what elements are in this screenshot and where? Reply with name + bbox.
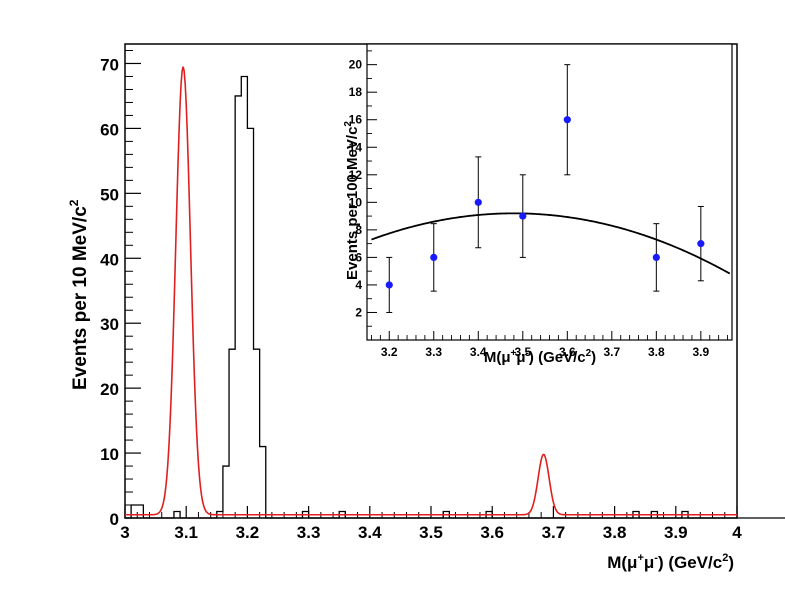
main-x-tick-label: 3.5: [419, 523, 443, 542]
inset-y-tick-label: 18: [349, 85, 363, 99]
inset-y-tick-label: 4: [355, 278, 362, 292]
main-y-tick-label: 10: [100, 445, 119, 464]
inset-x-ticks: 3.2 3.3 3.4 3.5 3.6 3.7 3.8 3.9: [371, 331, 728, 359]
main-y-axis-title: Events per 10 MeV/c2: [67, 199, 91, 390]
inset-data-point: [519, 212, 527, 220]
inset-x-tick-label: 3.5: [514, 345, 531, 359]
main-x-tick-label: 3: [120, 523, 129, 542]
main-y-tick-label: 0: [110, 510, 119, 529]
main-fit-curve: [125, 66, 737, 516]
main-y-tick-label: 60: [100, 120, 119, 139]
main-y-tick-label: 30: [100, 315, 119, 334]
inset-y-tick-label: 20: [349, 58, 363, 72]
inset-data-point: [652, 253, 660, 261]
main-x-tick-label: 3.1: [174, 523, 198, 542]
inset-y-tick-label: 8: [355, 223, 362, 237]
inset-x-tick-label: 3.2: [381, 345, 398, 359]
inset-x-tick-label: 3.3: [425, 345, 442, 359]
inset-data-point: [563, 116, 571, 124]
main-x-tick-label: 3.3: [297, 523, 321, 542]
inset-y-ticks: 2 4 6 8 10 12 14 16 18 20: [349, 50, 377, 327]
inset-y-tick-label: 14: [349, 140, 363, 154]
main-y-ticks: 0 10 20 30 40 50 60 70: [100, 49, 141, 529]
inset-y-tick-label: 6: [355, 250, 362, 264]
main-y-tick-label: 50: [100, 185, 119, 204]
inset-x-tick-label: 3.6: [559, 345, 576, 359]
inset-data-points: [385, 64, 705, 313]
inset-y-tick-label: 2: [355, 305, 362, 319]
main-plot: 3 3.1 3.2 3.3 3.4 3.5 3.6 3.7 3.8 3.9 4 0 10 20 30 40 5…: [67, 43, 785, 572]
main-x-tick-label: 4: [732, 523, 742, 542]
inset-data-point: [697, 240, 705, 248]
inset-y-tick-label: 12: [349, 168, 363, 182]
main-x-ticks: 3 3.1 3.2 3.3 3.4 3.5 3.6 3.7 3.8 3.9 4: [120, 506, 742, 542]
main-x-tick-label: 3.2: [236, 523, 260, 542]
inset-x-tick-label: 3.7: [603, 345, 620, 359]
main-y-tick-label: 20: [100, 380, 119, 399]
main-y-tick-label: 70: [100, 55, 119, 74]
main-x-tick-label: 3.4: [358, 523, 382, 542]
inset-x-tick-label: 3.4: [470, 345, 487, 359]
inset-data-point: [385, 281, 393, 289]
inset-x-axis-title: M(μ+μ-) (GeV/c2): [484, 348, 596, 366]
inset-x-tick-label: 3.9: [692, 345, 709, 359]
inset-y-tick-label: 10: [349, 195, 363, 209]
main-x-tick-label: 3.6: [480, 523, 504, 542]
main-x-tick-label: 3.7: [542, 523, 566, 542]
inset-fit-curve: [371, 212, 731, 275]
inset-data-point: [474, 198, 482, 206]
main-x-tick-label: 3.8: [603, 523, 627, 542]
inset-plot: 3.2 3.3 3.4 3.5 3.6 3.7 3.8 3.9 246810121416182…: [343, 43, 733, 366]
inset-y-axis-title: Events per 100 MeV/c2: [343, 121, 361, 280]
inset-data-point: [430, 253, 438, 261]
main-x-tick-label: 3.9: [664, 523, 688, 542]
main-x-axis-title: M(μ+μ-) (GeV/c2): [607, 552, 734, 572]
main-y-tick-label: 40: [100, 250, 119, 269]
main-histogram: [125, 75, 785, 519]
main-histogram-outline: [125, 75, 785, 519]
inset-x-tick-label: 3.8: [648, 345, 665, 359]
inset-y-tick-label: 16: [349, 113, 363, 127]
inset-plot-frame: [366, 43, 733, 341]
